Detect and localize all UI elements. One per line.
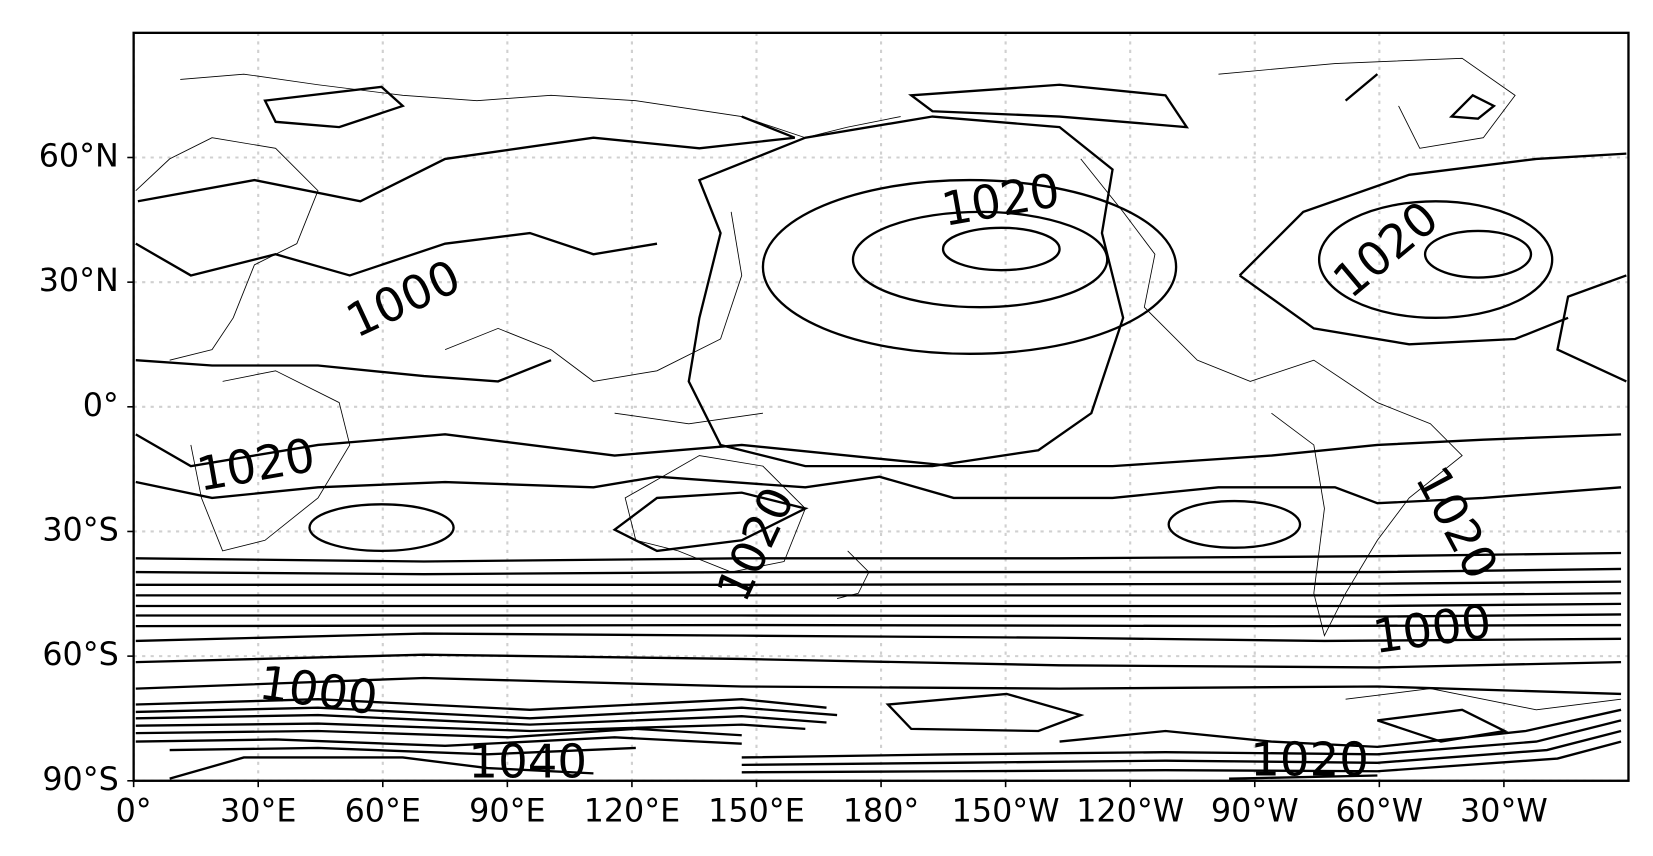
x-tick-label: 0° [116, 794, 152, 830]
x-tick-label: 30°W [1460, 794, 1548, 830]
isobar [135, 83, 1190, 383]
y-tick-label: 0° [83, 388, 119, 424]
x-tick-label: 90°E [469, 794, 545, 830]
coastlines [135, 57, 1622, 711]
isobar [135, 698, 1622, 774]
isobar [135, 551, 1622, 669]
x-tick-label: 120°W [1076, 794, 1184, 830]
isobars [135, 73, 1627, 780]
x-tick-label: 90°W [1211, 794, 1299, 830]
isobar [1167, 499, 1302, 549]
isobar [1317, 200, 1554, 319]
contour-label: 1040 [468, 734, 587, 788]
isobar [761, 178, 1178, 356]
isobar [169, 756, 1378, 780]
y-tick-label: 60°N [39, 138, 119, 174]
x-tick-label: 60°W [1335, 794, 1423, 830]
isobar [687, 115, 1125, 468]
isobar [135, 475, 1622, 505]
isobar [1344, 73, 1497, 120]
isobar [135, 676, 1622, 743]
isobar [135, 433, 1622, 468]
x-tick-label: 180° [843, 794, 920, 830]
isobar [851, 210, 1109, 309]
x-tick-label: 120°E [584, 794, 681, 830]
isobar [308, 503, 455, 553]
coastline [135, 57, 1622, 711]
contour-label: 1020 [1250, 732, 1369, 786]
isobar [1423, 229, 1533, 279]
y-tick-label: 30°S [42, 512, 118, 548]
isobar [941, 226, 1061, 272]
y-tick-label: 30°N [39, 263, 119, 299]
isobar [1238, 152, 1627, 346]
y-tick-label: 90°S [42, 762, 118, 798]
isobar [1556, 274, 1627, 383]
x-tick-label: 150°E [708, 794, 805, 830]
x-tick-label: 30°E [220, 794, 296, 830]
x-tick-label: 150°W [952, 794, 1060, 830]
y-tick-label: 60°S [42, 637, 118, 673]
x-tick-label: 60°E [345, 794, 421, 830]
isobar [612, 491, 809, 553]
